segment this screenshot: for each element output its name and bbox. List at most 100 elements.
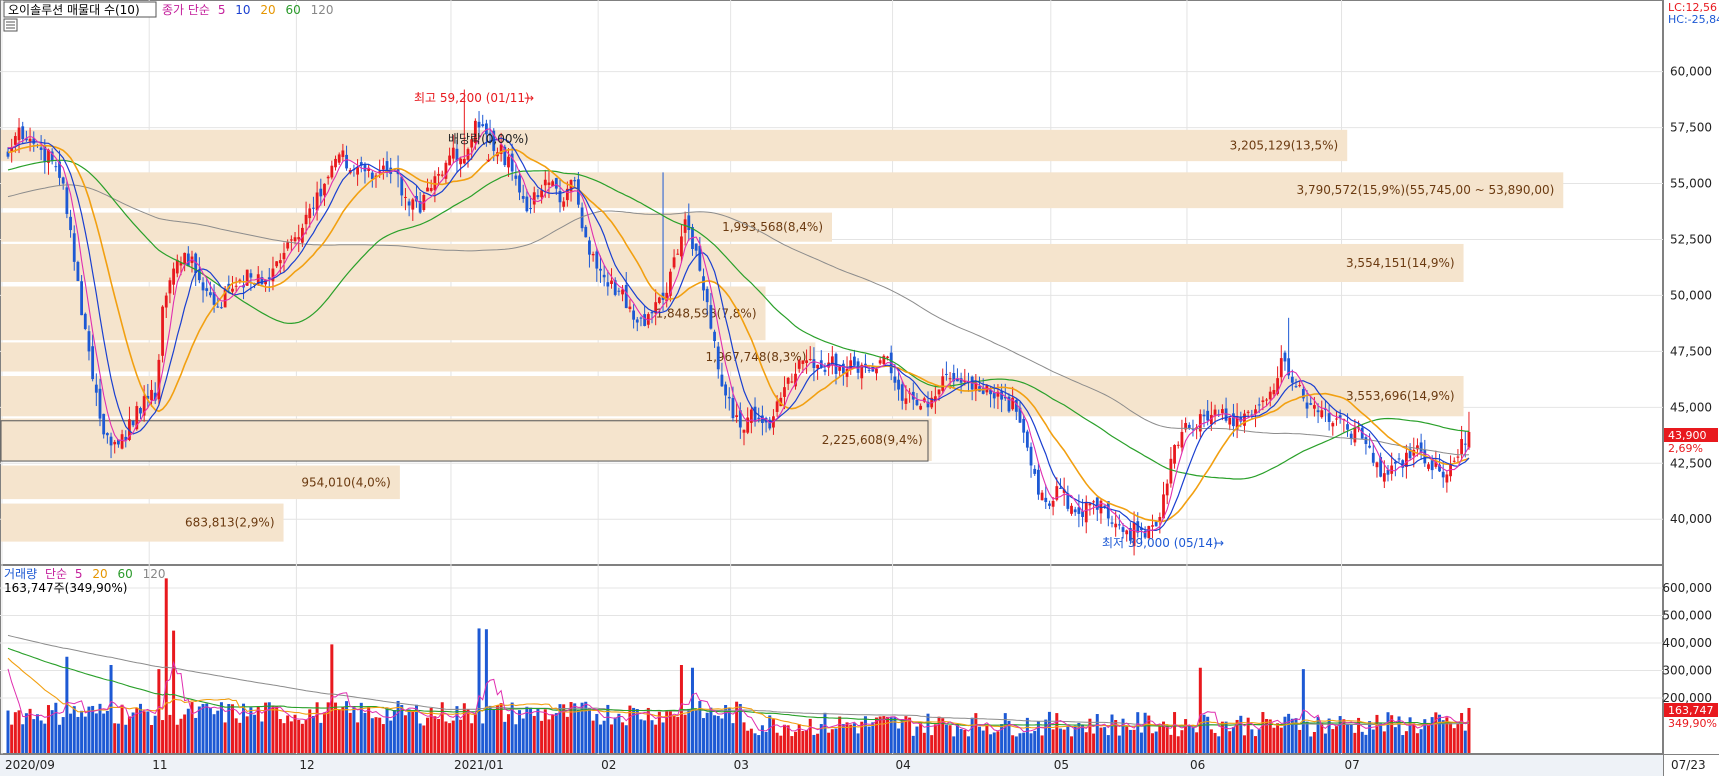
candle-body <box>470 139 474 148</box>
moving-averages <box>7 128 1470 534</box>
volume-bar <box>871 722 875 753</box>
volume-bar <box>157 669 161 753</box>
candle-body <box>87 331 91 352</box>
candle-body <box>838 367 842 371</box>
volume-bar <box>978 726 982 753</box>
candle-body <box>1331 423 1335 427</box>
candle-body <box>503 146 507 166</box>
volume-bar <box>374 717 378 753</box>
candle-body <box>1081 511 1084 517</box>
volume-bar <box>1375 714 1379 753</box>
volume-bar <box>337 709 341 753</box>
candle-body <box>1309 403 1313 405</box>
volume-bar <box>219 702 223 753</box>
volume-bar <box>1058 728 1062 753</box>
ma-label: 종가 단순 <box>162 3 210 17</box>
volume-bar <box>650 720 654 753</box>
candle-body <box>113 441 117 445</box>
candle-body <box>1294 386 1298 388</box>
candle-body <box>1456 456 1460 458</box>
candle-body <box>1165 483 1169 496</box>
date-label: 03 <box>734 758 749 772</box>
volume-bar <box>661 722 665 753</box>
volume-bar <box>992 732 996 753</box>
volume-bar <box>411 710 415 753</box>
candle-body <box>297 237 301 240</box>
volume-bar <box>1014 736 1018 753</box>
candle-body <box>1364 437 1368 445</box>
volume-bar <box>190 702 194 753</box>
price-tick-label: 47,500 <box>1670 344 1712 358</box>
volume-bar <box>124 724 128 753</box>
candle-body <box>514 175 518 179</box>
volume-bar <box>841 724 845 753</box>
volume-bar <box>1195 732 1199 753</box>
vma60-line <box>7 647 1470 727</box>
volume-bar <box>488 705 492 753</box>
volume-bar <box>915 726 919 753</box>
candle-body <box>426 187 429 192</box>
volume-bar <box>738 703 742 753</box>
candle-body <box>220 307 223 309</box>
candle-body <box>94 384 98 393</box>
candle-body <box>1202 414 1206 417</box>
candle-body <box>926 401 930 408</box>
candle-body <box>54 166 58 168</box>
price-tick-label: 50,000 <box>1670 288 1712 302</box>
candle-body <box>1169 458 1173 484</box>
volume-profile-label: 3,553,696(14,9%) <box>1346 389 1455 403</box>
volume-bar <box>179 718 183 753</box>
candle-body <box>974 382 978 392</box>
candle-body <box>540 190 543 198</box>
volume-bar <box>834 728 838 753</box>
volume-bar <box>459 719 463 753</box>
volume-bar <box>1084 732 1088 753</box>
volume-bar <box>863 716 867 753</box>
candle-body <box>1434 461 1438 467</box>
candle-body <box>753 406 757 422</box>
candle-body <box>172 268 175 285</box>
volume-bar <box>1294 718 1298 753</box>
volume-bar <box>1202 714 1206 753</box>
candle-body <box>1379 457 1383 477</box>
volume-bar <box>433 716 437 753</box>
candle-body <box>849 360 853 370</box>
volume-bar <box>392 710 396 753</box>
volume-tick-label: 200,000 <box>1662 691 1712 705</box>
candle-body <box>1117 524 1121 526</box>
volume-bar <box>698 701 702 753</box>
candle-body <box>186 253 190 267</box>
candle-body <box>1103 505 1107 507</box>
volume-bar <box>1022 732 1026 753</box>
candle-body <box>131 421 135 426</box>
last-volume-pct: 349,90% <box>1668 717 1717 730</box>
volume-bar <box>1353 732 1357 753</box>
candle-body <box>308 208 312 219</box>
volume-bar <box>212 714 216 753</box>
volume-bar <box>716 715 720 753</box>
candle-body <box>1206 410 1210 421</box>
volume-bar <box>275 706 279 753</box>
volume-bar <box>1287 713 1291 753</box>
volume-bar <box>503 721 507 753</box>
volume-bar <box>131 712 135 753</box>
volume-bar <box>970 717 974 753</box>
candle-body <box>650 311 654 314</box>
volume-moving-averages <box>7 634 1470 733</box>
candle-body <box>1106 501 1110 519</box>
volume-bar <box>1095 714 1099 753</box>
volume-bar <box>1047 711 1051 753</box>
ma120-legend: 120 <box>311 3 334 17</box>
volume-bar <box>297 719 301 753</box>
candle-body <box>680 236 683 257</box>
volume-bar <box>1106 735 1110 753</box>
price-legend-title[interactable]: 오이솔루션 매물대 수(10) <box>8 3 140 17</box>
volume-bar <box>400 704 404 753</box>
candle-body <box>1390 465 1394 474</box>
candle-body <box>841 363 845 374</box>
candle-body <box>1092 501 1095 503</box>
volume-bar <box>1092 733 1096 753</box>
volume-bar <box>381 724 385 753</box>
volume-bar <box>683 714 687 753</box>
